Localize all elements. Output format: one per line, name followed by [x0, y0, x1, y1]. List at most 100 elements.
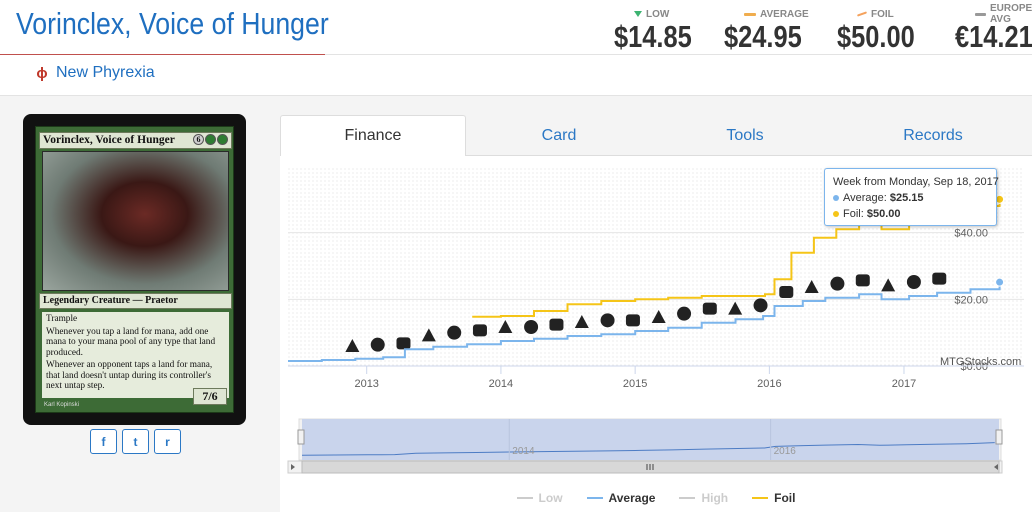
- set-symbol-icon: [932, 272, 947, 285]
- legend-foil-label: Foil: [774, 491, 796, 505]
- card-artist: Karl Kopinski: [44, 402, 80, 408]
- set-symbol-icon: [524, 320, 539, 334]
- price-low: LOW $14.85: [614, 8, 709, 54]
- set-release-icon: [651, 310, 666, 323]
- card-type-line: Legendary Creature — Praetor: [39, 293, 232, 309]
- set-link[interactable]: ɸ New Phyrexia: [36, 64, 154, 82]
- price-low-label: LOW: [646, 8, 670, 20]
- foil-dot-icon: [833, 211, 839, 218]
- set-release-icon: [753, 298, 768, 313]
- price-average: AVERAGE $24.95: [724, 8, 819, 54]
- set-release-icon: [472, 324, 487, 337]
- mana-cost: 6: [193, 134, 228, 145]
- set-release-icon: [370, 337, 385, 352]
- navigator-right-handle[interactable]: [995, 429, 1003, 445]
- twitter-share-button[interactable]: t: [122, 429, 149, 454]
- x-tick-label: 2016: [757, 378, 781, 390]
- chart-tooltip: Week from Monday, Sep 18, 2017 Average: …: [824, 168, 999, 226]
- price-foil-label-row: FOIL: [856, 8, 932, 20]
- price-average-label: AVERAGE: [760, 8, 809, 20]
- set-symbol-icon: [804, 280, 819, 293]
- legend-item-average[interactable]: Average: [586, 489, 655, 507]
- card-face: Vorinclex, Voice of Hunger 6 Legendary C…: [35, 126, 234, 413]
- tab-finance[interactable]: Finance: [280, 115, 466, 157]
- set-release-icon: [779, 286, 794, 298]
- rules-line: Whenever an opponent taps a land for man…: [46, 360, 213, 391]
- scrollbar-grip-icon: [646, 464, 654, 470]
- y-tick-label: $0.00: [960, 361, 988, 373]
- foil-swoosh-icon: [856, 11, 868, 17]
- series-average-line[interactable]: [288, 282, 1001, 362]
- x-tick-label: 2015: [623, 378, 647, 390]
- tooltip-foil-value: $50.00: [866, 208, 901, 220]
- page-header: Vorinclex, Voice of Hunger ɸ New Phyrexi…: [0, 0, 1032, 95]
- set-release-icon: [498, 320, 513, 333]
- tooltip-average: Average: $25.15: [833, 190, 988, 206]
- set-symbol-icon: [625, 314, 640, 327]
- legend-foil-swatch: [752, 497, 769, 499]
- set-release-icon: [625, 314, 640, 327]
- navigator-left-handle[interactable]: [297, 429, 305, 445]
- set-release-icon: [600, 313, 615, 328]
- tab-records[interactable]: Records: [903, 126, 963, 144]
- set-symbol-icon: [779, 286, 794, 298]
- mana-green-icon: [217, 134, 228, 145]
- set-release-icon: [728, 301, 743, 315]
- set-release-icon: [855, 274, 870, 287]
- set-symbol-icon: [906, 275, 921, 289]
- set-symbol-icon: [370, 337, 385, 352]
- set-symbol-icon: [830, 276, 845, 291]
- set-release-icon: [574, 315, 589, 328]
- x-tick-label: 2014: [489, 378, 513, 390]
- navigator-tick-label: 2016: [774, 446, 797, 457]
- facebook-share-button[interactable]: f: [90, 429, 117, 454]
- tooltip-foil-label: Foil:: [843, 208, 864, 220]
- legend-high-label: High: [701, 491, 729, 505]
- navigator-tick-label: 2014: [512, 446, 535, 457]
- navigator-line: [301, 442, 995, 456]
- tooltip-title: Week from Monday, Sep 18, 2017: [833, 176, 999, 188]
- dash-icon: [975, 12, 986, 16]
- legend-item-low[interactable]: Low: [516, 489, 563, 507]
- tooltip-foil: Foil: $50.00: [833, 206, 988, 222]
- set-release-icon: [881, 278, 896, 292]
- scroll-left-arrow-icon[interactable]: [291, 464, 295, 470]
- set-symbol-icon: [753, 298, 768, 313]
- card-title[interactable]: Vorinclex, Voice of Hunger: [16, 6, 329, 41]
- price-low-label-row: LOW: [634, 8, 709, 20]
- tooltip-average-value: $25.15: [889, 192, 924, 204]
- legend-average-swatch: [586, 497, 603, 499]
- card-image-name-text: Vorinclex, Voice of Hunger: [43, 134, 175, 146]
- set-release-icon: [677, 306, 692, 321]
- tab-tools[interactable]: Tools: [726, 126, 764, 144]
- tab-card[interactable]: Card: [541, 126, 577, 144]
- set-symbol-icon: [472, 324, 487, 337]
- set-symbol-icon: [677, 306, 692, 321]
- set-release-icon: [830, 276, 845, 291]
- chart-credit[interactable]: MTGStocks.com: [940, 356, 1022, 368]
- price-europe-label-row: EUROPE AVG: [975, 3, 1032, 25]
- reddit-icon: r: [165, 434, 170, 449]
- title-underline: [0, 54, 325, 55]
- y-tick-label: $40.00: [954, 228, 988, 240]
- header-divider: [325, 54, 1032, 55]
- set-symbol-icon: [396, 337, 411, 350]
- set-symbol-icon: [549, 318, 564, 331]
- reddit-share-button[interactable]: r: [154, 429, 181, 454]
- set-symbol-icon: [421, 328, 436, 342]
- series-average-point: [995, 277, 1005, 287]
- set-symbol-icon: [447, 325, 462, 340]
- set-symbol-icon: [345, 339, 360, 352]
- legend-item-foil[interactable]: Foil: [752, 489, 795, 507]
- mana-green-icon: [205, 134, 216, 145]
- set-symbol-icon: [881, 278, 896, 292]
- navigator[interactable]: 2014 2016: [287, 418, 1003, 474]
- rules-line: Trample: [46, 314, 78, 324]
- legend-item-high[interactable]: High: [679, 489, 728, 507]
- tab-bar: Finance Card Tools Records: [280, 115, 1032, 157]
- price-foil-value: $50.00: [837, 19, 915, 54]
- price-europe-value: €14.21: [955, 19, 1032, 54]
- scroll-right-arrow-icon[interactable]: [994, 464, 998, 470]
- card-image-name: Vorinclex, Voice of Hunger 6: [39, 132, 232, 149]
- card-rules-text: Trample Whenever you tap a land for mana…: [42, 312, 229, 398]
